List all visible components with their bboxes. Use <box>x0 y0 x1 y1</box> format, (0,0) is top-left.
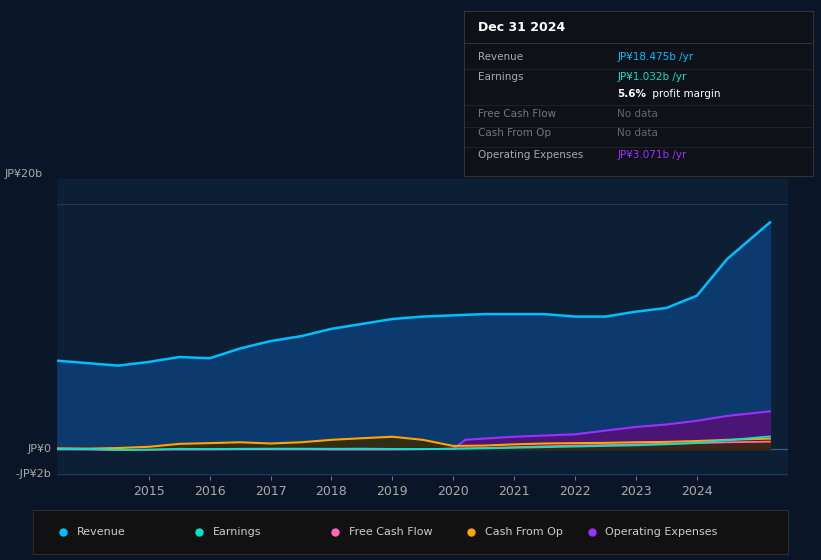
Text: JP¥1.032b /yr: JP¥1.032b /yr <box>617 72 687 82</box>
Text: Earnings: Earnings <box>478 72 523 82</box>
Text: Revenue: Revenue <box>478 53 523 63</box>
Text: No data: No data <box>617 109 658 119</box>
Text: JP¥18.475b /yr: JP¥18.475b /yr <box>617 53 694 63</box>
Text: No data: No data <box>617 128 658 138</box>
Text: -JP¥2b: -JP¥2b <box>16 469 52 479</box>
Text: Free Cash Flow: Free Cash Flow <box>478 109 556 119</box>
Text: Revenue: Revenue <box>76 527 126 537</box>
Text: 5.6%: 5.6% <box>617 89 646 99</box>
Text: Operating Expenses: Operating Expenses <box>478 150 583 160</box>
Text: Dec 31 2024: Dec 31 2024 <box>478 21 565 34</box>
Text: Cash From Op: Cash From Op <box>484 527 562 537</box>
Text: Free Cash Flow: Free Cash Flow <box>349 527 432 537</box>
Text: Operating Expenses: Operating Expenses <box>605 527 718 537</box>
Text: Earnings: Earnings <box>213 527 261 537</box>
Text: profit margin: profit margin <box>649 89 720 99</box>
Text: Cash From Op: Cash From Op <box>478 128 551 138</box>
Text: JP¥20b: JP¥20b <box>4 169 42 179</box>
Text: JP¥3.071b /yr: JP¥3.071b /yr <box>617 150 687 160</box>
Text: JP¥0: JP¥0 <box>27 444 52 454</box>
